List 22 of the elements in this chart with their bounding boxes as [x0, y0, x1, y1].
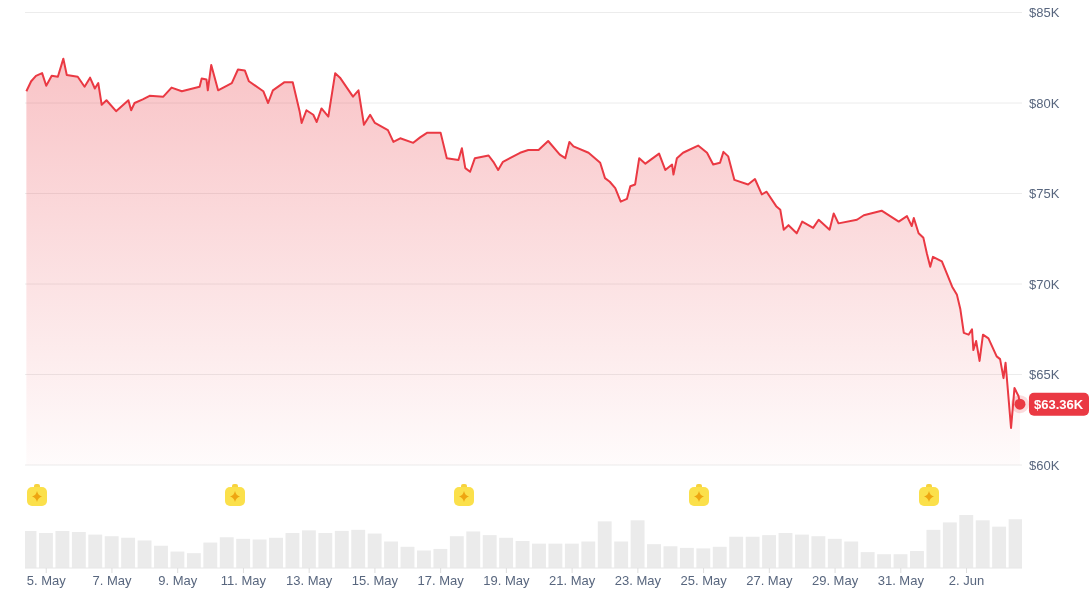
x-tick-label: 31. May — [877, 573, 925, 589]
y-tick-label: $80K — [1029, 95, 1060, 111]
x-tick-label: 27. May — [746, 573, 793, 589]
x-tick-label: 15. May — [351, 573, 399, 589]
x-tick-label: 25. May — [680, 573, 728, 589]
y-tick-label: $65K — [1029, 367, 1060, 383]
x-tick-label: 23. May — [614, 573, 662, 589]
y-tick-label: $70K — [1029, 276, 1060, 292]
x-tick-label: 19. May — [483, 573, 530, 589]
y-tick-label: $85K — [1029, 5, 1060, 21]
y-tick-label: $60K — [1029, 457, 1060, 473]
x-tick-label: 9. May — [158, 573, 198, 589]
x-tick-label: 13. May — [286, 573, 333, 589]
y-tick-label: $75K — [1029, 186, 1060, 202]
x-tick-label: 17. May — [417, 573, 465, 589]
x-tick-label: 2. Jun — [948, 573, 985, 589]
annotation: $63.36K — [1033, 396, 1084, 412]
x-tick-label: 21. May — [548, 573, 596, 589]
x-tick-label: 7. May — [92, 573, 132, 589]
x-tick-label: 29. May — [811, 573, 859, 589]
x-tick-label: 11. May — [220, 573, 267, 589]
x-tick-label: 5. May — [26, 573, 67, 589]
